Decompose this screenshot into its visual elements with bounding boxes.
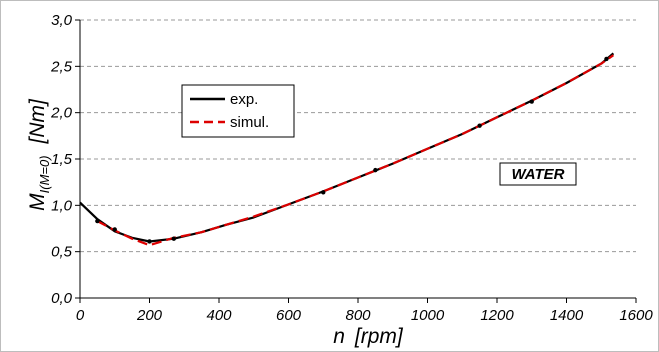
y-axis-unit: [Nm]	[26, 98, 49, 144]
x-axis-variable: n	[333, 325, 345, 348]
axes	[75, 19, 637, 303]
exp-data-point	[321, 190, 326, 195]
x-tick-label: 600	[276, 307, 302, 324]
legend: exp. simul.	[181, 84, 295, 138]
x-tick-label: 1000	[411, 307, 445, 324]
y-tick-label: 3,0	[51, 12, 73, 29]
y-tick-label: 2,0	[50, 105, 73, 122]
series-line-exp	[79, 52, 615, 243]
exp-data-point	[112, 227, 117, 232]
y-axis-title: MI(M=0) [Nm]	[26, 98, 52, 211]
x-tick-label: 800	[345, 307, 371, 324]
legend-label-simul: simul.	[230, 114, 269, 131]
series	[79, 52, 615, 247]
exp-data-point	[147, 239, 152, 244]
x-tick-label: 400	[206, 307, 232, 324]
gridlines	[80, 19, 636, 253]
exp-data-point	[95, 218, 100, 224]
legend-label-exp: exp.	[230, 91, 258, 108]
y-axis-variable: M	[26, 193, 49, 211]
exp-data-point	[373, 167, 378, 173]
y-tick-label: 0,0	[51, 290, 73, 307]
x-tick-label: 0	[76, 307, 85, 324]
y-tick-label: 2,5	[50, 58, 73, 75]
x-tick-label: 1200	[480, 307, 514, 324]
annotation-text: WATER	[511, 166, 564, 183]
x-tick-label: 200	[136, 307, 163, 324]
x-tick-label: 1600	[619, 307, 653, 324]
exp-data-point	[529, 99, 534, 104]
y-tick-label: 0,5	[51, 244, 73, 261]
legend-box	[181, 84, 295, 138]
annotation-water: WATER	[499, 162, 577, 186]
exp-data-point	[171, 236, 177, 241]
tick-labels: 0,0 0,5 1,0 1,5 2,0 2,5 3,0 0 200 400 600 800 1000 12…	[50, 12, 653, 324]
exp-data-point	[604, 56, 609, 62]
x-axis-unit: [rpm]	[354, 325, 404, 348]
y-tick-label: 1,0	[51, 197, 73, 214]
exp-data-point	[477, 123, 482, 128]
y-tick-label: 1,5	[51, 151, 73, 168]
annotation-box	[499, 162, 577, 186]
x-tick-label: 1400	[550, 307, 584, 324]
y-axis-subscript: I(M=0)	[37, 155, 52, 193]
x-axis-title: n [rpm]	[333, 325, 404, 348]
